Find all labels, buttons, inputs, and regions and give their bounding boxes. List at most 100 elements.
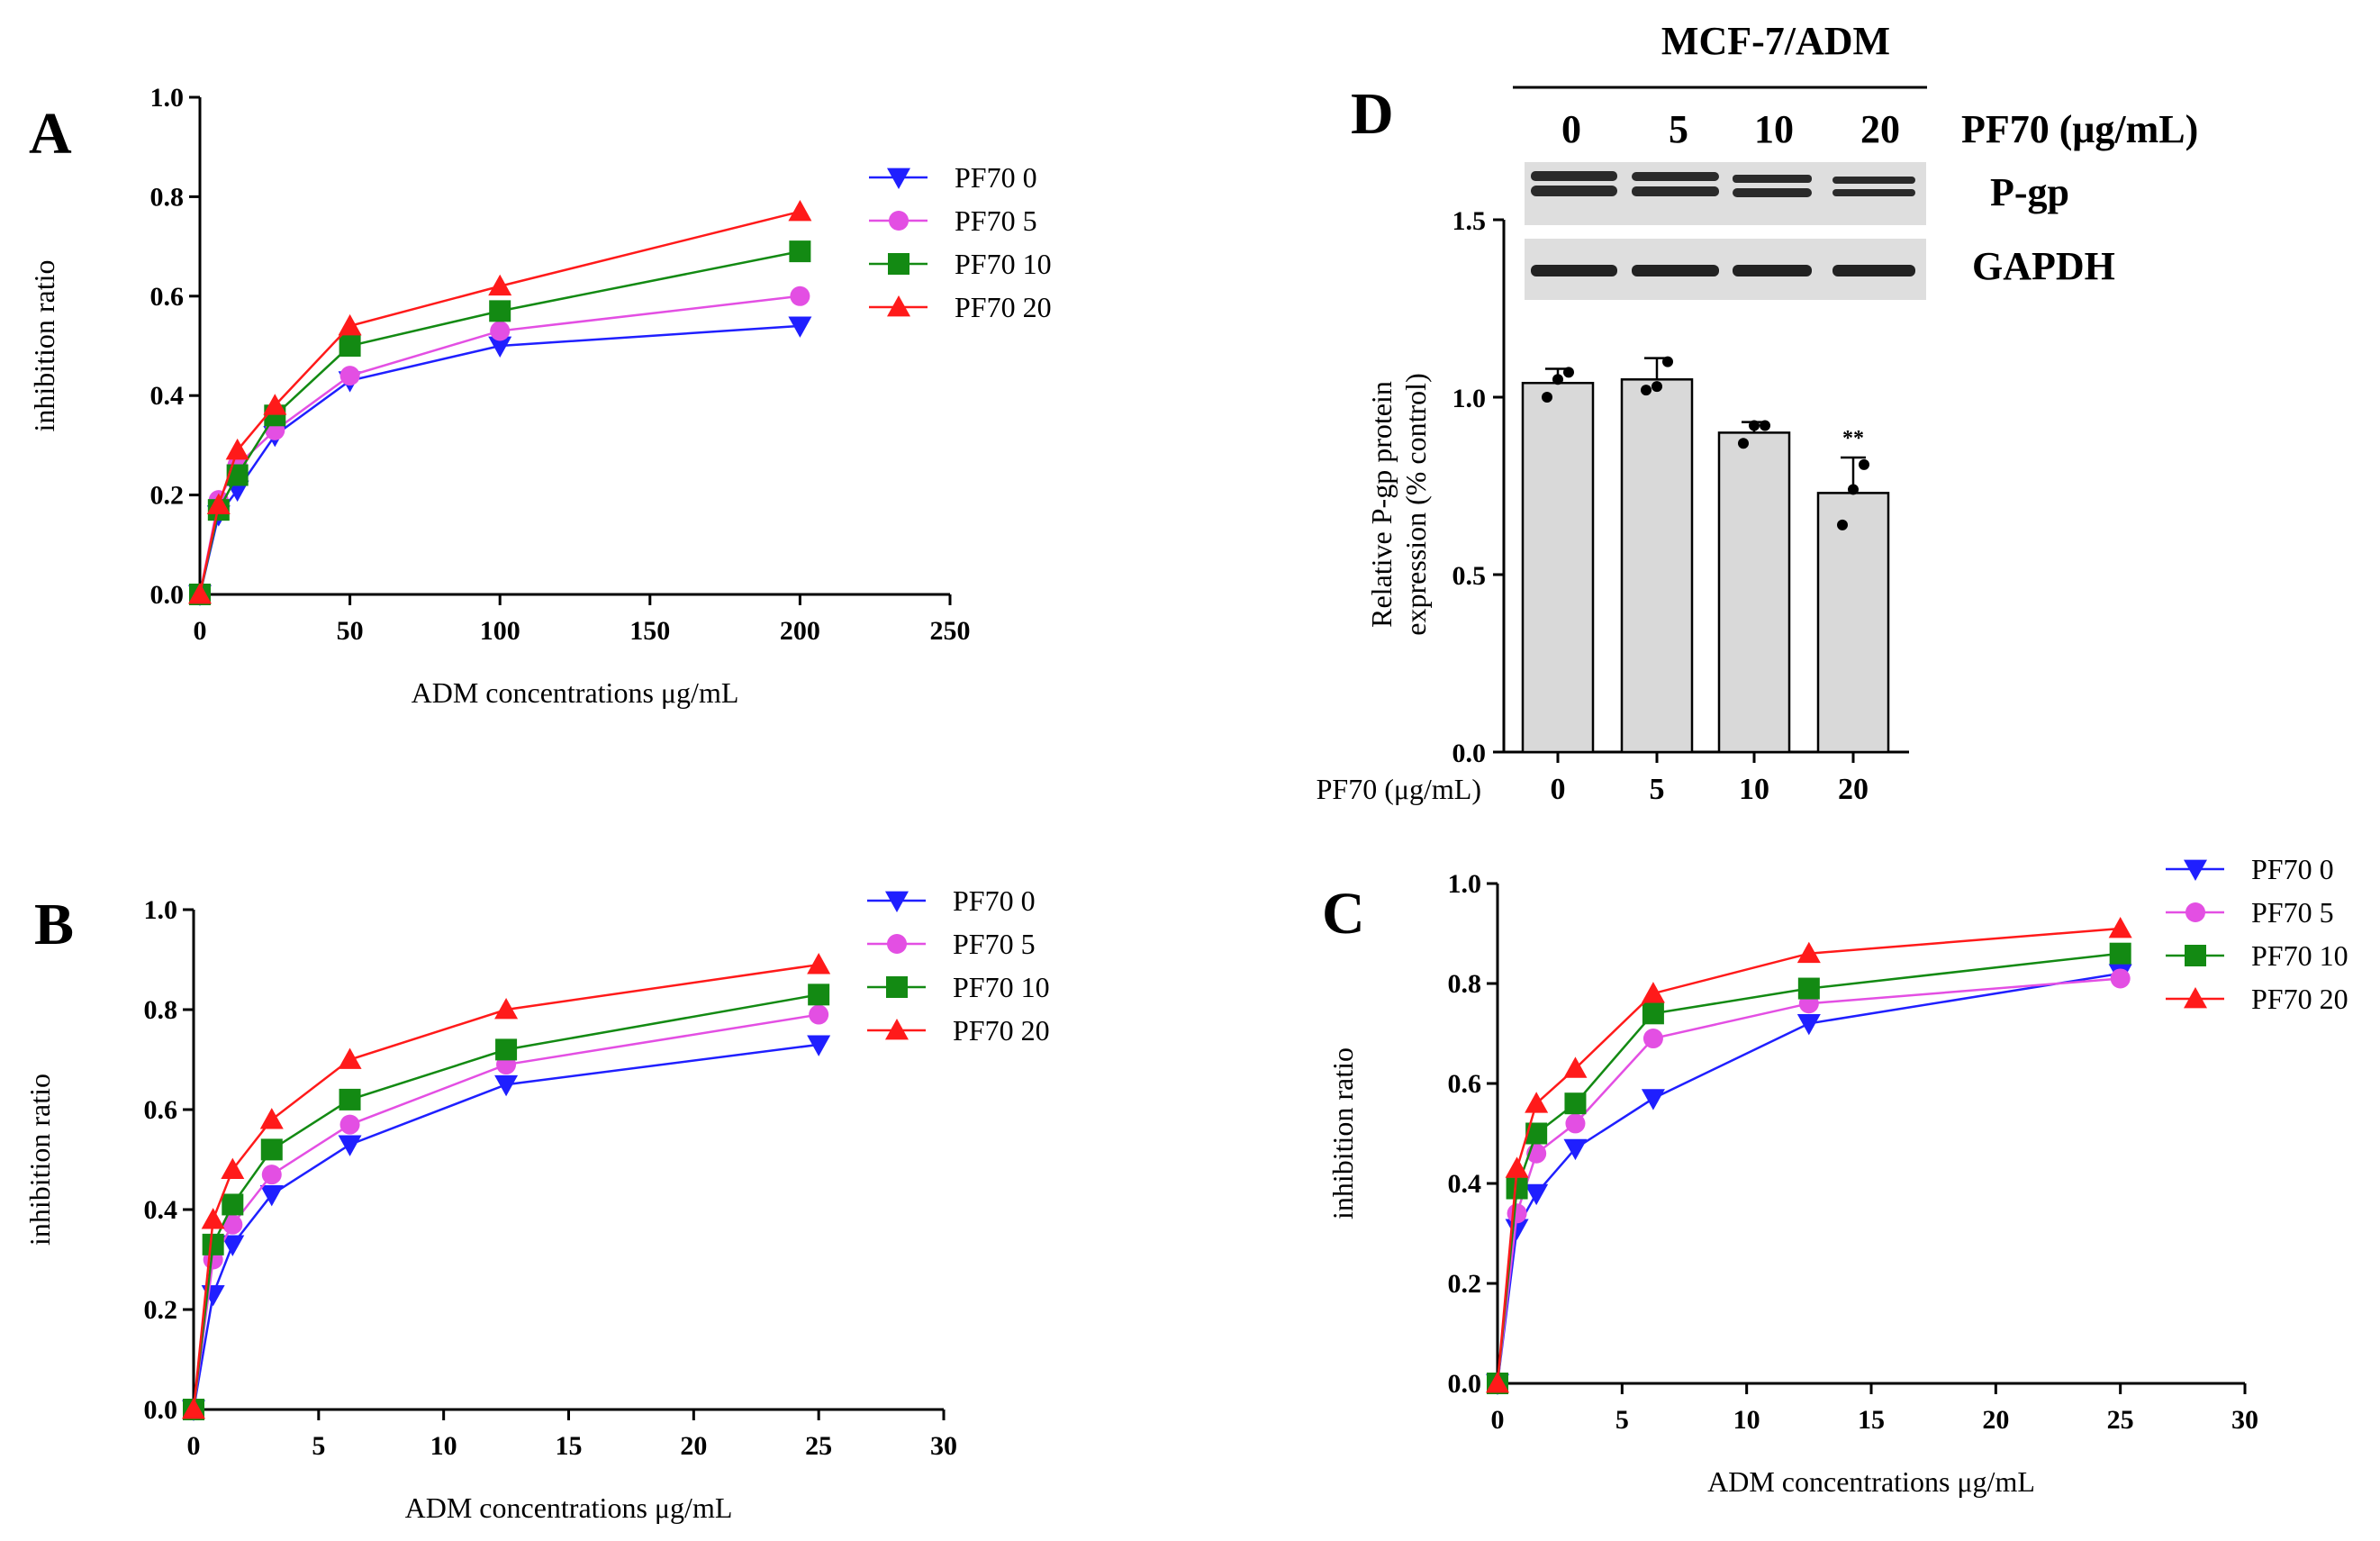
y-tick-label: 0.2 — [1448, 1269, 1482, 1299]
pgp-label: P-gp — [1990, 170, 2069, 214]
blot-lane-3: 20 — [1860, 107, 1900, 151]
legend-label: PF70 10 — [955, 248, 1052, 280]
x-tick-label: 30 — [2231, 1405, 2258, 1435]
panel-b-plot: 0 5 10 15 20 25 30 0.0 0.2 0.4 0.6 0.8 1.0 ADM concen… — [23, 884, 1050, 1524]
y-tick-label: 1.5 — [1452, 206, 1487, 236]
western-blot: MCF-7/ADM 0 5 10 20 PF70 (μg/mL) P-gp — [1513, 19, 2198, 300]
x-axis-label: ADM concentrations μg/mL — [412, 676, 739, 709]
y-tick-label: 1.0 — [1448, 869, 1482, 899]
legend-marker — [887, 295, 910, 317]
legend-marker — [886, 976, 908, 998]
data-point — [488, 274, 512, 296]
data-point — [260, 1138, 283, 1161]
x-tick-label: 0 — [1551, 773, 1566, 806]
x-tick-label: 250 — [930, 616, 971, 646]
x-tick-label: 25 — [805, 1431, 832, 1461]
data-point — [339, 1088, 361, 1110]
data-point — [1564, 1092, 1587, 1115]
data-point — [339, 366, 360, 386]
legend-entry: PF70 0 — [2166, 853, 2334, 885]
x-tick-label: 15 — [1858, 1405, 1885, 1435]
panel-a-letter: A — [29, 101, 72, 167]
legend-marker — [887, 168, 910, 189]
legend-label: PF70 0 — [2251, 853, 2334, 885]
x-tick-label: 20 — [1838, 773, 1869, 806]
panel-c-plot: 0 5 10 15 20 25 30 0.0 0.2 0.4 0.6 0.8 1.0 ADM concen… — [1326, 853, 2348, 1498]
y-tick-label: 0.0 — [1452, 739, 1487, 768]
y-axis-label: inhibition ratio — [23, 1074, 56, 1246]
blot-cell-line: MCF-7/ADM — [1661, 19, 1890, 63]
x-axis-label: PF70 (μg/mL) — [1317, 773, 1481, 805]
legend-entry: PF70 10 — [2166, 939, 2348, 972]
x-tick-label: 150 — [629, 616, 670, 646]
data-point — [1563, 1138, 1588, 1161]
x-tick-label: 20 — [680, 1431, 707, 1461]
panel-d: D MCF-7/ADM 0 5 10 20 PF70 (μg/mL) P-gp — [1317, 19, 2199, 806]
x-tick-label: 30 — [930, 1431, 957, 1461]
bar — [1717, 431, 1791, 754]
data-point — [1641, 982, 1665, 1003]
legend-marker — [2184, 859, 2207, 881]
x-tick-label: 10 — [430, 1431, 457, 1461]
data-point — [1641, 385, 1652, 396]
x-tick-label: 5 — [312, 1431, 325, 1461]
x-tick-label: 0 — [1491, 1405, 1505, 1435]
y-tick-label: 0.8 — [150, 182, 185, 212]
bar-group: 5 — [1620, 356, 1694, 806]
data-point — [206, 493, 231, 515]
data-point — [1552, 374, 1563, 385]
legend-label: PF70 5 — [2251, 896, 2334, 929]
legend-label: PF70 20 — [953, 1014, 1050, 1047]
legend-entry: PF70 5 — [869, 204, 1037, 237]
data-point — [1837, 519, 1848, 530]
data-point — [789, 240, 811, 263]
series-line — [198, 324, 801, 595]
legend-label: PF70 5 — [953, 928, 1036, 960]
legend-marker — [885, 891, 909, 912]
legend-label: PF70 20 — [955, 291, 1052, 323]
data-point — [221, 1157, 245, 1179]
data-point — [338, 1047, 362, 1069]
legend-entry: PF70 5 — [2166, 896, 2334, 929]
legend-entry: PF70 20 — [869, 291, 1052, 323]
data-point — [1662, 356, 1673, 367]
y-tick-label: 0.4 — [150, 381, 185, 411]
y-tick-label: 0.8 — [144, 995, 178, 1025]
y-tick-label: 0.4 — [1448, 1169, 1482, 1199]
y-tick-label: 0.4 — [144, 1195, 178, 1225]
series-line — [192, 1043, 819, 1410]
data-point — [1507, 1203, 1527, 1224]
data-point — [339, 1114, 360, 1135]
data-point — [1486, 1372, 1509, 1393]
data-point — [263, 394, 287, 415]
data-point — [338, 1135, 362, 1156]
series-pf70-20 — [1486, 916, 2132, 1393]
data-point — [259, 1108, 284, 1129]
x-tick-label: 10 — [1733, 1405, 1760, 1435]
series-pf70-0 — [182, 1035, 831, 1421]
panel-c-letter: C — [1322, 881, 1365, 947]
data-point — [2109, 942, 2131, 965]
data-point — [807, 953, 831, 974]
data-point — [259, 1184, 284, 1207]
data-point — [338, 313, 362, 336]
series-pf70-20 — [182, 953, 831, 1419]
data-point — [1642, 1002, 1664, 1025]
data-point — [1505, 1156, 1529, 1178]
y-tick-label: 1.0 — [144, 895, 178, 925]
legend-label: PF70 0 — [955, 161, 1037, 194]
y-axis-label: inhibition ratio — [1326, 1047, 1359, 1219]
legend-marker — [2185, 902, 2205, 922]
y-tick-label: 0.0 — [150, 580, 185, 610]
data-point — [339, 335, 361, 357]
legend-entry: PF70 10 — [869, 248, 1052, 280]
data-point — [494, 1074, 519, 1097]
y-tick-label: 0.0 — [1448, 1369, 1482, 1399]
data-point — [807, 1035, 831, 1056]
panel-b-letter: B — [34, 892, 74, 957]
data-point — [261, 1165, 282, 1185]
x-tick-label: 200 — [780, 616, 820, 646]
y-tick-label: 0.6 — [150, 282, 185, 312]
data-point — [182, 1398, 205, 1419]
